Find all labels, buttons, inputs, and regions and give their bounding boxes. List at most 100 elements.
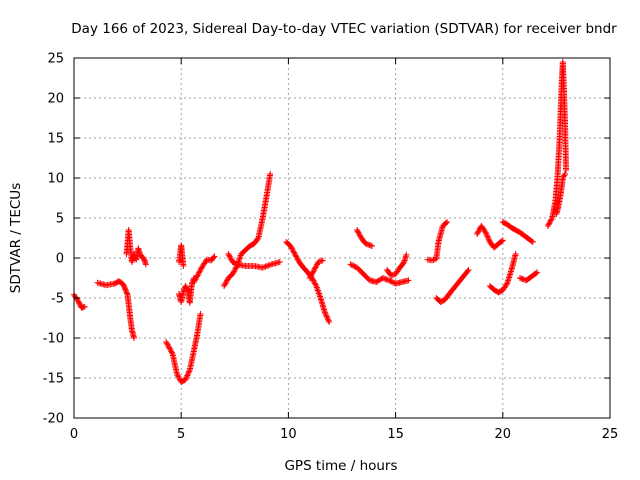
data-point bbox=[546, 219, 553, 225]
data-point bbox=[475, 228, 482, 235]
data-point bbox=[388, 278, 395, 285]
data-point bbox=[81, 303, 88, 310]
data-point bbox=[193, 273, 200, 280]
data-point bbox=[165, 343, 172, 349]
data-point bbox=[288, 244, 295, 251]
plot-frame bbox=[73, 57, 611, 419]
data-point bbox=[386, 277, 393, 284]
data-point bbox=[166, 344, 173, 351]
data-point bbox=[442, 220, 449, 226]
data-point bbox=[351, 263, 358, 270]
data-point bbox=[483, 232, 490, 239]
data-point bbox=[231, 267, 238, 273]
data-point bbox=[533, 270, 540, 277]
data-point bbox=[76, 300, 83, 307]
data-series-seg-n bbox=[384, 251, 410, 279]
data-point bbox=[195, 271, 202, 277]
y-tick-label: 0 bbox=[56, 252, 64, 267]
data-point bbox=[120, 281, 127, 288]
data-point bbox=[293, 255, 300, 261]
data-point bbox=[356, 231, 363, 237]
data-point bbox=[276, 259, 283, 265]
x-tick-label: 0 bbox=[70, 427, 78, 442]
x-tick-label: 10 bbox=[280, 427, 297, 442]
data-point bbox=[221, 283, 228, 289]
data-point bbox=[354, 227, 361, 233]
data-point bbox=[225, 251, 232, 257]
data-point bbox=[142, 261, 149, 268]
data-series-seg-f bbox=[176, 242, 187, 269]
data-point bbox=[503, 281, 510, 288]
y-tick-label: 25 bbox=[47, 52, 64, 67]
data-series-seg-l bbox=[347, 261, 412, 287]
y-tick-label: 10 bbox=[47, 172, 64, 187]
data-point bbox=[124, 290, 131, 297]
data-series-seg-m bbox=[354, 227, 376, 249]
data-point bbox=[306, 275, 313, 281]
data-point bbox=[548, 216, 555, 223]
data-point bbox=[287, 243, 294, 249]
data-point bbox=[259, 264, 266, 271]
data-point bbox=[173, 371, 180, 377]
data-point bbox=[294, 256, 301, 263]
data-point bbox=[194, 272, 201, 279]
data-point bbox=[315, 259, 322, 265]
data-point bbox=[324, 314, 331, 321]
data-point bbox=[347, 261, 354, 268]
data-point bbox=[198, 265, 205, 272]
data-series-seg-r bbox=[486, 251, 519, 296]
data-point bbox=[325, 317, 332, 324]
data-point bbox=[313, 263, 320, 269]
data-point bbox=[311, 280, 318, 287]
y-tick-label: 20 bbox=[47, 92, 64, 107]
data-series-seg-t bbox=[516, 269, 541, 284]
data-points bbox=[71, 59, 570, 385]
data-point bbox=[544, 223, 551, 229]
data-point bbox=[184, 371, 191, 378]
data-point bbox=[369, 243, 376, 249]
data-point bbox=[484, 233, 491, 240]
data-point bbox=[545, 221, 552, 228]
data-point bbox=[183, 375, 190, 382]
data-point bbox=[176, 375, 183, 381]
data-point bbox=[310, 277, 317, 284]
data-point bbox=[348, 262, 355, 269]
data-point bbox=[321, 309, 328, 316]
data-series-seg-k bbox=[306, 257, 326, 281]
data-point bbox=[355, 229, 362, 236]
data-point bbox=[184, 372, 191, 379]
data-point bbox=[528, 238, 535, 245]
y-tick-label: -5 bbox=[51, 292, 64, 307]
data-series-seg-i bbox=[225, 251, 283, 271]
data-series-seg-h bbox=[221, 171, 274, 289]
data-point bbox=[196, 269, 203, 276]
data-point bbox=[319, 257, 326, 264]
data-point bbox=[229, 271, 236, 277]
data-point bbox=[322, 310, 329, 317]
y-tick-label: 5 bbox=[56, 212, 64, 227]
data-point bbox=[390, 279, 397, 286]
data-point bbox=[482, 229, 489, 236]
data-point bbox=[232, 260, 239, 267]
data-point bbox=[308, 272, 315, 279]
data-point bbox=[291, 249, 298, 256]
data-point bbox=[168, 349, 175, 356]
data-point bbox=[444, 219, 451, 225]
data-point bbox=[485, 236, 492, 243]
data-point bbox=[175, 373, 182, 380]
data-point bbox=[323, 312, 330, 319]
data-point bbox=[131, 335, 138, 341]
data-series-seg-q bbox=[474, 223, 506, 251]
data-point bbox=[167, 347, 174, 353]
y-tick-label: -15 bbox=[43, 372, 64, 387]
x-tick-label: 15 bbox=[387, 427, 404, 442]
data-point bbox=[261, 264, 268, 271]
data-point bbox=[474, 231, 481, 237]
data-point bbox=[263, 263, 270, 269]
data-point bbox=[120, 282, 127, 289]
x-tick-label: 25 bbox=[602, 427, 619, 442]
x-axis-label: GPS time / hours bbox=[284, 458, 397, 474]
data-point bbox=[309, 269, 316, 276]
data-point bbox=[403, 251, 410, 258]
